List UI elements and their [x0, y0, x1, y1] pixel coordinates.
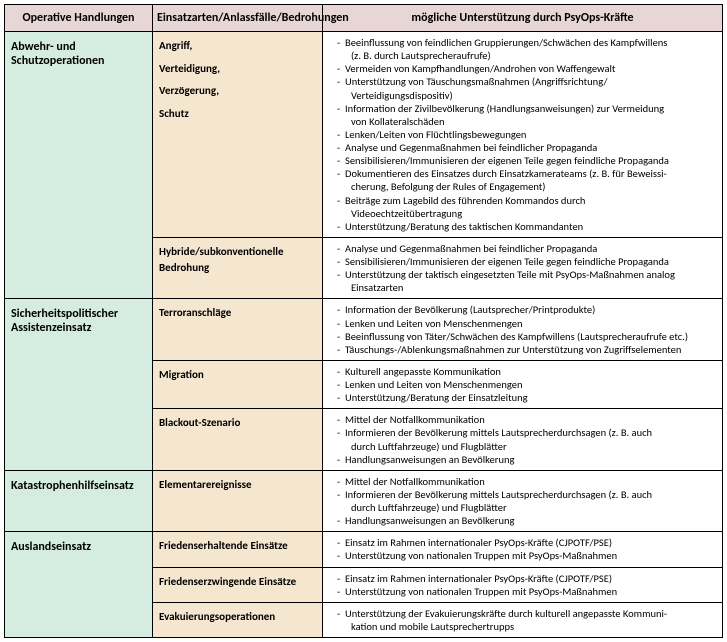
bullet-item: Beeinflussung von feindlichen Gruppierun…	[337, 36, 714, 49]
support-cell: Mittel der NotfallkommunikationInformier…	[323, 470, 723, 532]
header-ops: Operative Handlungen	[5, 5, 153, 32]
support-cell: Information der Bevölkerung (Lautspreche…	[323, 299, 723, 361]
ops-cell: Sicherheitspolitischer Assistenzeinsatz	[5, 299, 153, 470]
type-cell: Evakuierungsoperationen	[153, 602, 323, 637]
bullet-item: cherung, Befolgung der Rules of Engageme…	[337, 180, 714, 193]
bullet-item: kation und mobile Lautsprechertrupps	[337, 620, 714, 633]
type-cell: Friedenserhaltende Einsätze	[153, 532, 323, 567]
bullet-item: Beiträge zum Lagebild des führenden Komm…	[337, 194, 714, 207]
bullet-item: Analyse und Gegenmaßnahmen bei feindlich…	[337, 242, 714, 255]
support-cell: Einsatz im Rahmen internationaler PsyOps…	[323, 532, 723, 567]
support-cell: Mittel der NotfallkommunikationInformier…	[323, 409, 723, 471]
support-cell: Kulturell angepasste KommunikationLenken…	[323, 360, 723, 408]
bullet-item: Dokumentieren des Einsatzes durch Einsat…	[337, 167, 714, 180]
ops-cell: Auslandseinsatz	[5, 532, 153, 638]
type-cell: Terroranschläge	[153, 299, 323, 361]
bullet-item: Verteidigungsdispositiv)	[337, 89, 714, 102]
bullet-item: Einsatz im Rahmen internationaler PsyOps…	[337, 572, 714, 585]
table-row: Abwehr- und SchutzoperationenAngriff,Ver…	[5, 32, 723, 238]
type-cell: Hybride/subkonventionelle Bedrohung	[153, 237, 323, 299]
bullet-item: Lenken und Leiten von Menschenmengen	[337, 317, 714, 330]
type-cell: Blackout-Szenario	[153, 409, 323, 471]
type-cell: Migration	[153, 360, 323, 408]
table-row: KatastrophenhilfseinsatzElementarereigni…	[5, 470, 723, 532]
bullet-item: Analyse und Gegenmaßnahmen bei feindlich…	[337, 141, 714, 154]
bullet-item: Lenken und Leiten von Menschenmengen	[337, 378, 714, 391]
bullet-item: Unterstützung von nationalen Truppen mit…	[337, 585, 714, 598]
bullet-item: Mittel der Notfallkommunikation	[337, 475, 714, 488]
bullet-item: Information der Zivilbevölkerung (Handlu…	[337, 102, 714, 115]
bullet-item: Lenken/Leiten von Flüchtlingsbewegungen	[337, 128, 714, 141]
bullet-item: Unterstützung der taktisch eingesetzten …	[337, 268, 714, 281]
type-cell: Elementarereignisse	[153, 470, 323, 532]
bullet-item: von Kollateralschäden	[337, 115, 714, 128]
bullet-item: Unterstützung der Evakuierungskräfte dur…	[337, 607, 714, 620]
table-row: AuslandseinsatzFriedenserhaltende Einsät…	[5, 532, 723, 567]
bullet-item: Handlungsanweisungen an Bevölkerung	[337, 453, 714, 466]
bullet-item: Informieren der Bevölkerung mittels Laut…	[337, 426, 714, 439]
support-cell: Einsatz im Rahmen internationaler PsyOps…	[323, 567, 723, 602]
header-support: mögliche Unterstützung durch PsyOps-Kräf…	[323, 5, 723, 32]
table-row: Sicherheitspolitischer AssistenzeinsatzT…	[5, 299, 723, 361]
ops-cell: Abwehr- und Schutzoperationen	[5, 32, 153, 299]
ops-cell: Katastrophenhilfseinsatz	[5, 470, 153, 532]
bullet-item: Täuschungs-/Ablenkungsmaßnahmen zur Unte…	[337, 343, 714, 356]
header-type: Einsatzarten/Anlassfälle/Bedrohungen	[153, 5, 323, 32]
bullet-item: Sensibilisieren/Immunisieren der eigenen…	[337, 154, 714, 167]
support-cell: Beeinflussung von feindlichen Gruppierun…	[323, 32, 723, 238]
bullet-item: Unterstützung/Beratung der Einsatzleitun…	[337, 391, 714, 404]
bullet-item: Unterstützung von Täuschungsmaßnahmen (A…	[337, 75, 714, 88]
header-row: Operative Handlungen Einsatzarten/Anlass…	[5, 5, 723, 32]
bullet-item: durch Luftfahrzeuge) und Flugblätter	[337, 501, 714, 514]
bullet-item: Einsatzarten	[337, 281, 714, 294]
bullet-item: Kulturell angepasste Kommunikation	[337, 365, 714, 378]
bullet-item: Mittel der Notfallkommunikation	[337, 413, 714, 426]
bullet-item: (z. B. durch Lautsprecheraufrufe)	[337, 49, 714, 62]
type-cell: Friedenserzwingende Einsätze	[153, 567, 323, 602]
bullet-item: Videoechtzeitübertragung	[337, 207, 714, 220]
bullet-item: Informieren der Bevölkerung mittels Laut…	[337, 488, 714, 501]
bullet-item: Vermeiden von Kampfhandlungen/Androhen v…	[337, 62, 714, 75]
type-cell: Angriff,Verteidigung,Verzögerung,Schutz	[153, 32, 323, 238]
bullet-item: Beeinflussung von Täter/Schwächen des Ka…	[337, 330, 714, 343]
support-cell: Unterstützung der Evakuierungskräfte dur…	[323, 602, 723, 637]
bullet-item: Unterstützung von nationalen Truppen mit…	[337, 549, 714, 562]
bullet-item: Einsatz im Rahmen internationaler PsyOps…	[337, 536, 714, 549]
bullet-item: Sensibilisieren/Immunisieren der eigenen…	[337, 255, 714, 268]
bullet-item: Handlungsanweisungen an Bevölkerung	[337, 514, 714, 527]
bullet-item: Information der Bevölkerung (Lautspreche…	[337, 303, 714, 316]
support-cell: Analyse und Gegenmaßnahmen bei feindlich…	[323, 237, 723, 299]
bullet-item: Unterstützung/Beratung des taktischen Ko…	[337, 220, 714, 233]
bullet-item: durch Luftfahrzeuge) und Flugblätter	[337, 440, 714, 453]
psyops-table: Operative Handlungen Einsatzarten/Anlass…	[4, 4, 723, 638]
